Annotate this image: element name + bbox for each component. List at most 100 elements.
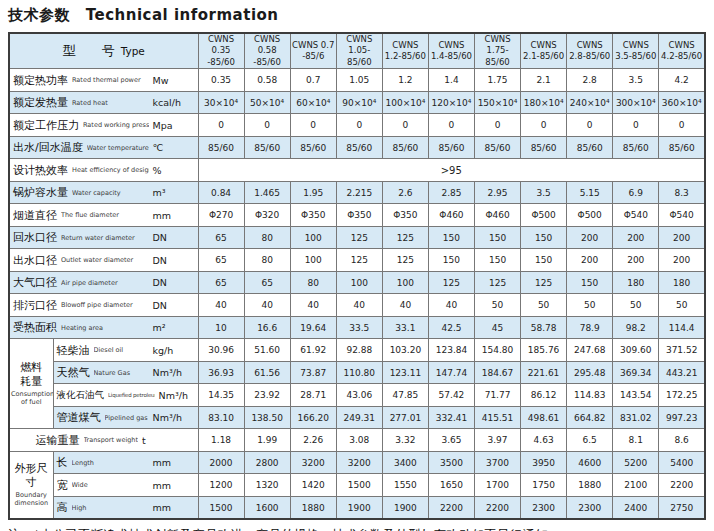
- row-label-en: Water capacity: [72, 189, 149, 197]
- row-label: 轻柴油Diesel oilkg/h: [54, 339, 198, 361]
- row-label-en: Length: [72, 459, 149, 467]
- value-cell: 125: [475, 271, 521, 294]
- row-label-en: High: [72, 504, 149, 512]
- row-label: 锅炉容水量Water capacitym³: [10, 182, 198, 204]
- row-label-zh: 长: [57, 455, 68, 470]
- value-cell: Φ540: [659, 204, 705, 227]
- value-cell: 360×10⁴: [659, 91, 705, 114]
- value-cell: 221.61: [521, 361, 567, 384]
- row-label-cell: 烟道直径The flue diametermm: [9, 204, 198, 227]
- row-label-zh: 宽: [57, 478, 68, 493]
- value-cell: 2.6: [382, 181, 428, 204]
- value-cell: 30×10⁴: [198, 91, 244, 114]
- value-cell: 50: [659, 294, 705, 317]
- model-header-cell: CWNS1.05-85/60: [336, 33, 382, 69]
- value-cell: 28.71: [290, 384, 336, 407]
- value-cell: 1880: [567, 474, 613, 497]
- value-cell: 295.48: [567, 361, 613, 384]
- row-label: 高Highmm: [54, 497, 198, 519]
- model-rating: 4.2-85/60: [660, 51, 703, 62]
- row-label-en: Return water diameter: [61, 234, 149, 242]
- row-label: 出水/回水温度Water temperature℃: [10, 137, 198, 159]
- model-rating: 1.4-85/60: [430, 51, 473, 62]
- row-unit: ℃: [153, 142, 195, 153]
- value-cell: 3500: [428, 451, 474, 474]
- value-cell: Φ500: [567, 204, 613, 227]
- value-cell: 85/60: [475, 136, 521, 159]
- value-cell: 10: [198, 316, 244, 339]
- table-row: 出水口径Outlet water diameterDN6580100125125…: [9, 249, 705, 272]
- row-label-cell: 宽Widemm: [53, 474, 198, 497]
- value-cell: 240×10⁴: [567, 91, 613, 114]
- value-cell: 2300: [567, 496, 613, 519]
- value-cell: 6.9: [613, 181, 659, 204]
- row-label: 回水口径Return water diameterDN: [10, 227, 198, 249]
- value-cell: 23.92: [244, 384, 290, 407]
- row-label: 烟道直径The flue diametermm: [10, 204, 198, 226]
- value-cell: 369.34: [613, 361, 659, 384]
- row-label: 受热面积Heating aream²: [10, 317, 198, 339]
- value-cell: 2750: [659, 496, 705, 519]
- model-header-cell: CWNS3.5-85/60: [613, 33, 659, 69]
- model-name: CWNS: [338, 34, 381, 45]
- row-unit: mm: [153, 502, 195, 513]
- value-cell: 85/60: [290, 136, 336, 159]
- value-cell: 0: [382, 114, 428, 137]
- value-cell: 51.60: [244, 339, 290, 362]
- value-cell: 997.23: [659, 406, 705, 429]
- value-cell: 3200: [290, 451, 336, 474]
- value-cell: 2.26: [290, 429, 336, 452]
- value-cell: 85/60: [244, 136, 290, 159]
- table-row: 锅炉容水量Water capacitym³0.841.4651.952.2152…: [9, 181, 705, 204]
- page-title-en: Technical information: [86, 6, 279, 24]
- value-cell: Φ350: [290, 204, 336, 227]
- row-label-zh: 排污口径: [13, 298, 57, 313]
- model-rating: -85/6: [292, 51, 335, 62]
- value-cell: 19.64: [290, 316, 336, 339]
- table-row: 燃料耗量Consumption of fuel轻柴油Diesel oilkg/h…: [9, 339, 705, 362]
- value-cell: 150: [521, 249, 567, 272]
- value-cell: 180: [613, 271, 659, 294]
- value-cell: 58.78: [521, 316, 567, 339]
- group-label-cell: 燃料耗量Consumption of fuel: [9, 339, 53, 429]
- value-cell: Φ320: [244, 204, 290, 227]
- value-cell: 0.58: [244, 69, 290, 92]
- type-header-cell: 型 号Type: [9, 33, 198, 69]
- row-label: 排污口径Blowoff pipe diameterDN: [10, 294, 198, 316]
- value-cell: 2200: [475, 496, 521, 519]
- value-cell: 1900: [336, 496, 382, 519]
- row-label-zh: 运输重量: [36, 433, 80, 448]
- model-header-cell: CWNS1.75-85/60: [475, 33, 521, 69]
- page-title-zh: 技术参数: [8, 6, 70, 24]
- value-cell: 98.2: [613, 316, 659, 339]
- row-label-cell: 运输重量Transport weightt: [9, 429, 198, 452]
- value-cell: 2.8: [567, 69, 613, 92]
- row-unit: Nm³/h: [153, 412, 195, 423]
- value-cell: 100: [290, 249, 336, 272]
- value-cell: 1.18: [198, 429, 244, 452]
- page: 技术参数 Technical information 型 号Type CWNS …: [0, 0, 714, 531]
- model-rating: 3.5-85/60: [614, 51, 657, 62]
- row-label-en: Rated thermal power: [72, 76, 149, 84]
- value-cell: 300×10⁴: [613, 91, 659, 114]
- value-cell: 100: [382, 271, 428, 294]
- value-cell: 6.5: [567, 429, 613, 452]
- value-cell: 2200: [428, 496, 474, 519]
- row-unit: DN: [153, 277, 195, 288]
- row-label-zh: 受热面积: [13, 320, 57, 335]
- value-cell: 200: [659, 226, 705, 249]
- value-cell: 4600: [567, 451, 613, 474]
- value-cell: 1.75: [475, 69, 521, 92]
- value-cell: Φ500: [521, 204, 567, 227]
- value-cell: 1.2: [382, 69, 428, 92]
- value-cell: 664.82: [567, 406, 613, 429]
- value-cell: 0.7: [290, 69, 336, 92]
- model-header-cell: CWNS2.1-85/60: [521, 33, 567, 69]
- value-cell: 125: [336, 226, 382, 249]
- row-label: 长Lengthmm: [54, 452, 198, 474]
- value-cell: 40: [290, 294, 336, 317]
- model-name: CWNS: [384, 40, 427, 51]
- value-cell: 3.08: [336, 429, 382, 452]
- value-cell: 2.1: [521, 69, 567, 92]
- row-label-cell: 液化石油气Liquefied petroleum GasNm³/h: [53, 384, 198, 407]
